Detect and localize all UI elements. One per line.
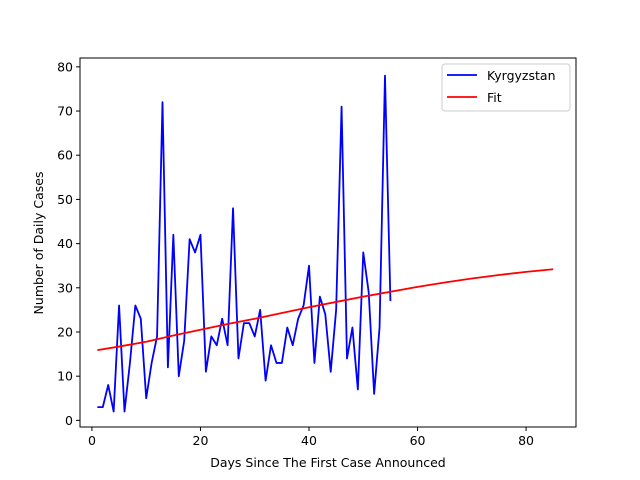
plot-lines: [97, 74, 554, 413]
series-line-fit: [97, 268, 554, 351]
x-tick-label: 20: [193, 433, 209, 448]
plot-frame: [79, 57, 577, 428]
y-tick-label: 0: [65, 413, 73, 428]
x-tick-label: 80: [518, 433, 534, 448]
series-line-kyrgyzstan: [97, 74, 392, 413]
y-tick-label: 80: [57, 59, 73, 74]
y-tick-label: 60: [57, 148, 73, 163]
x-tick-label: 0: [88, 433, 96, 448]
y-axis: 0 10 20 30 40 50 60 70 80: [57, 59, 80, 428]
y-tick-label: 30: [57, 280, 73, 295]
x-axis-label: Days Since The First Case Announced: [210, 455, 446, 470]
x-axis: 0 20 40 60 80: [88, 427, 534, 448]
y-tick-label: 40: [57, 236, 73, 251]
y-tick-label: 20: [57, 324, 73, 339]
y-tick-label: 70: [57, 104, 73, 119]
y-tick-label: 50: [57, 192, 73, 207]
y-axis-label: Number of Daily Cases: [31, 172, 46, 315]
legend-label-fit: Fit: [487, 90, 502, 105]
legend: Kyrgyzstan Fit: [441, 63, 571, 112]
x-tick-label: 40: [301, 433, 317, 448]
y-tick-label: 10: [57, 369, 73, 384]
legend-label-kyrgyzstan: Kyrgyzstan: [487, 68, 556, 83]
x-tick-label: 60: [410, 433, 426, 448]
